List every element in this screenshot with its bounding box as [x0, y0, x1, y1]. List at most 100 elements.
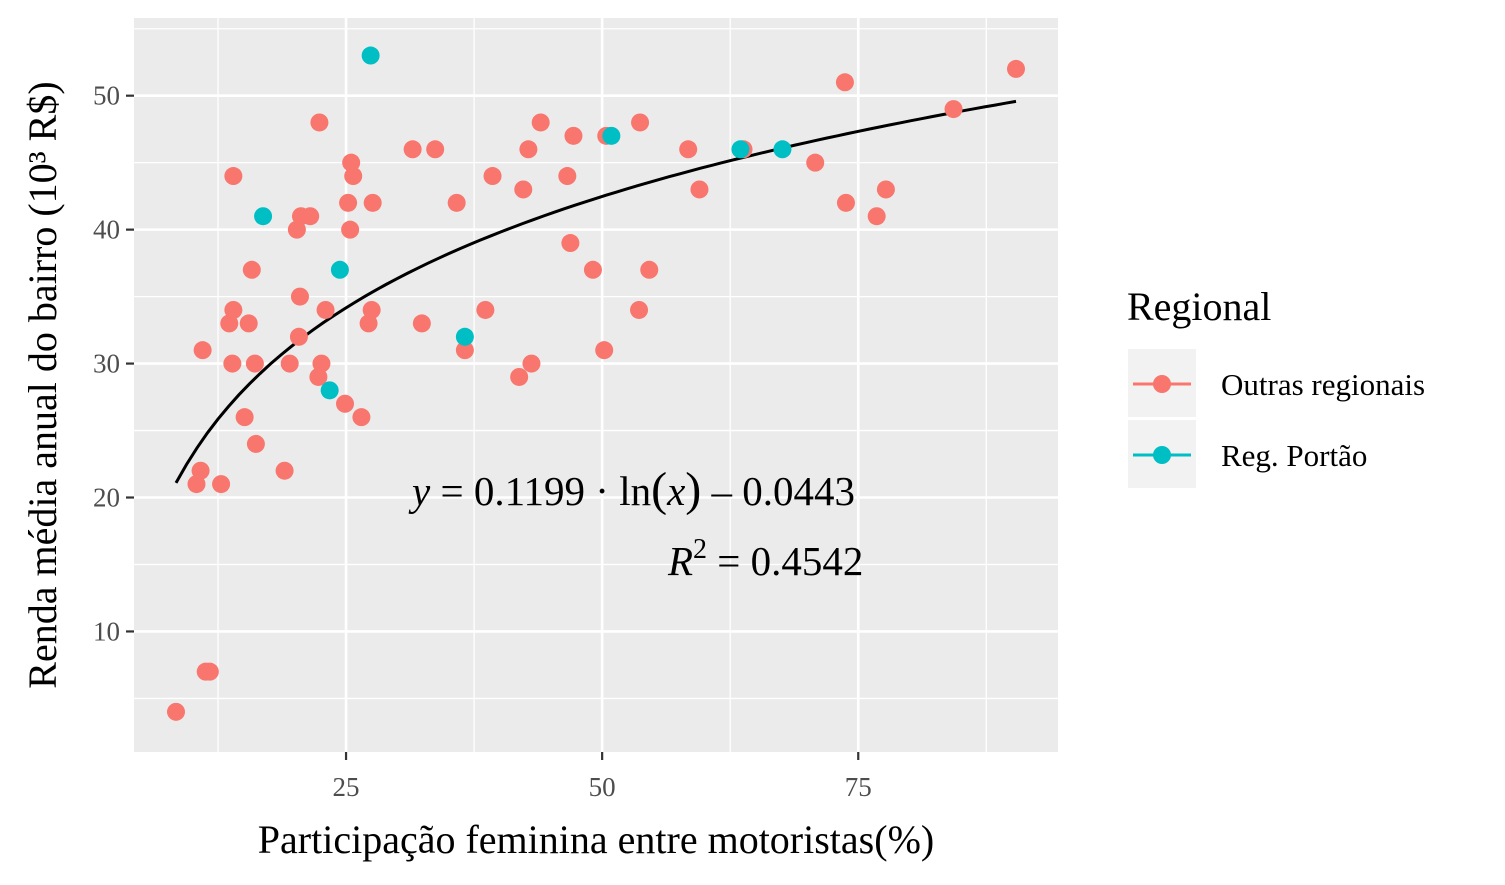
y-tick-label: 10	[93, 616, 120, 646]
y-tick-label: 20	[93, 483, 120, 513]
y-tick-label: 50	[93, 81, 120, 111]
data-point-outras-regionais	[455, 341, 474, 360]
data-point-outras-regionais	[630, 300, 649, 319]
grid-minor	[134, 18, 1058, 752]
legend-title: Regional	[1127, 284, 1271, 329]
data-point-outras-regionais	[876, 180, 895, 199]
data-point-reg-portao	[602, 126, 621, 145]
data-point-outras-regionais	[519, 140, 538, 159]
legend-label-outras-regionais: Outras regionais	[1221, 367, 1425, 402]
equation-y: y	[408, 468, 431, 514]
data-point-outras-regionais	[359, 314, 378, 333]
data-point-reg-portao	[455, 327, 474, 346]
data-point-outras-regionais	[631, 113, 650, 132]
x-axis-title: Participação feminina entre motoristas(%…	[258, 817, 934, 862]
legend-key-point	[1153, 446, 1171, 464]
r-squared-annotation: R2 = 0.4542	[667, 534, 863, 584]
data-point-outras-regionais	[531, 113, 550, 132]
r-squared-exponent: 2	[693, 534, 707, 565]
r-squared-value: = 0.4542	[707, 538, 863, 584]
y-axis-title: Renda média anual do bairro (10³ R$)	[20, 81, 65, 688]
data-point-outras-regionais	[476, 300, 495, 319]
y-axis: 10 20 30 40 50	[93, 81, 134, 646]
data-point-outras-regionais	[339, 193, 358, 212]
data-point-outras-regionais	[679, 140, 698, 159]
data-point-outras-regionais	[522, 354, 541, 373]
data-point-outras-regionais	[944, 100, 963, 119]
x-tick-label: 25	[333, 772, 360, 802]
data-point-outras-regionais	[336, 394, 355, 413]
data-point-outras-regionais	[275, 461, 294, 480]
x-tick-label: 75	[845, 772, 872, 802]
data-point-outras-regionais	[836, 193, 855, 212]
data-point-outras-regionais	[242, 260, 261, 279]
data-point-outras-regionais	[280, 354, 299, 373]
legend-item-outras-regionais: Outras regionais	[1128, 349, 1425, 417]
data-point-outras-regionais	[310, 113, 329, 132]
data-point-outras-regionais	[412, 314, 431, 333]
data-point-reg-portao	[731, 140, 750, 159]
legend-label-reg-portao: Reg. Portão	[1221, 438, 1367, 473]
legend-item-reg-portao: Reg. Portão	[1128, 420, 1367, 488]
y-tick-label: 40	[93, 215, 120, 245]
data-point-reg-portao	[361, 46, 380, 65]
data-point-outras-regionais	[344, 167, 363, 186]
data-point-outras-regionais	[309, 367, 328, 386]
data-point-outras-regionais	[483, 167, 502, 186]
data-point-outras-regionais	[341, 220, 360, 239]
panel-background	[134, 18, 1058, 752]
x-tick-label: 50	[589, 772, 616, 802]
data-point-outras-regionais	[352, 408, 371, 427]
data-point-outras-regionais	[224, 300, 243, 319]
data-point-outras-regionais	[561, 234, 580, 253]
legend: Regional Outras regionais Reg. Portão	[1127, 284, 1425, 488]
equation-part1: = 0.1199 · ln	[430, 468, 651, 514]
data-point-outras-regionais	[289, 327, 308, 346]
data-point-outras-regionais	[239, 314, 258, 333]
data-point-outras-regionais	[447, 193, 466, 212]
y-tick-label: 30	[93, 349, 120, 379]
equation-x: x	[666, 468, 685, 514]
data-point-outras-regionais	[363, 193, 382, 212]
data-point-outras-regionais	[342, 153, 361, 172]
data-point-outras-regionais	[362, 300, 381, 319]
data-point-outras-regionais	[191, 461, 210, 480]
data-point-outras-regionais	[224, 167, 243, 186]
points	[167, 46, 1025, 721]
data-point-outras-regionais	[1007, 59, 1025, 78]
data-point-outras-regionais	[558, 167, 577, 186]
data-point-outras-regionais	[595, 341, 614, 360]
data-point-outras-regionais	[403, 140, 422, 159]
data-point-outras-regionais	[640, 260, 659, 279]
data-point-reg-portao	[320, 381, 339, 400]
data-point-outras-regionais	[223, 354, 242, 373]
x-axis: 25 50 75	[333, 752, 872, 802]
trend-line	[174, 99, 1017, 484]
data-point-outras-regionais	[835, 73, 854, 92]
data-point-outras-regionais	[426, 140, 445, 159]
data-point-outras-regionais	[312, 354, 331, 373]
data-point-reg-portao	[330, 260, 349, 279]
data-point-reg-portao	[254, 207, 273, 226]
data-point-outras-regionais	[167, 702, 185, 721]
data-point-outras-regionais	[690, 180, 709, 199]
legend-key-point	[1153, 375, 1171, 393]
data-point-outras-regionais	[246, 434, 265, 453]
data-point-outras-regionais	[316, 300, 335, 319]
data-point-outras-regionais	[510, 367, 529, 386]
data-point-outras-regionais	[583, 260, 602, 279]
data-point-outras-regionais	[245, 354, 264, 373]
data-point-outras-regionais	[564, 126, 583, 145]
data-point-outras-regionais	[235, 408, 254, 427]
equation-left-paren: (	[651, 463, 667, 516]
data-point-outras-regionais	[212, 475, 231, 494]
data-point-outras-regionais	[301, 207, 320, 226]
data-point-outras-regionais	[867, 207, 886, 226]
equation-right-paren: )	[685, 463, 701, 516]
data-point-outras-regionais	[290, 287, 309, 306]
r-squared-r: R	[667, 538, 693, 584]
data-point-outras-regionais	[200, 662, 219, 681]
data-point-reg-portao	[773, 140, 792, 159]
equation-part2: – 0.0443	[701, 468, 855, 514]
